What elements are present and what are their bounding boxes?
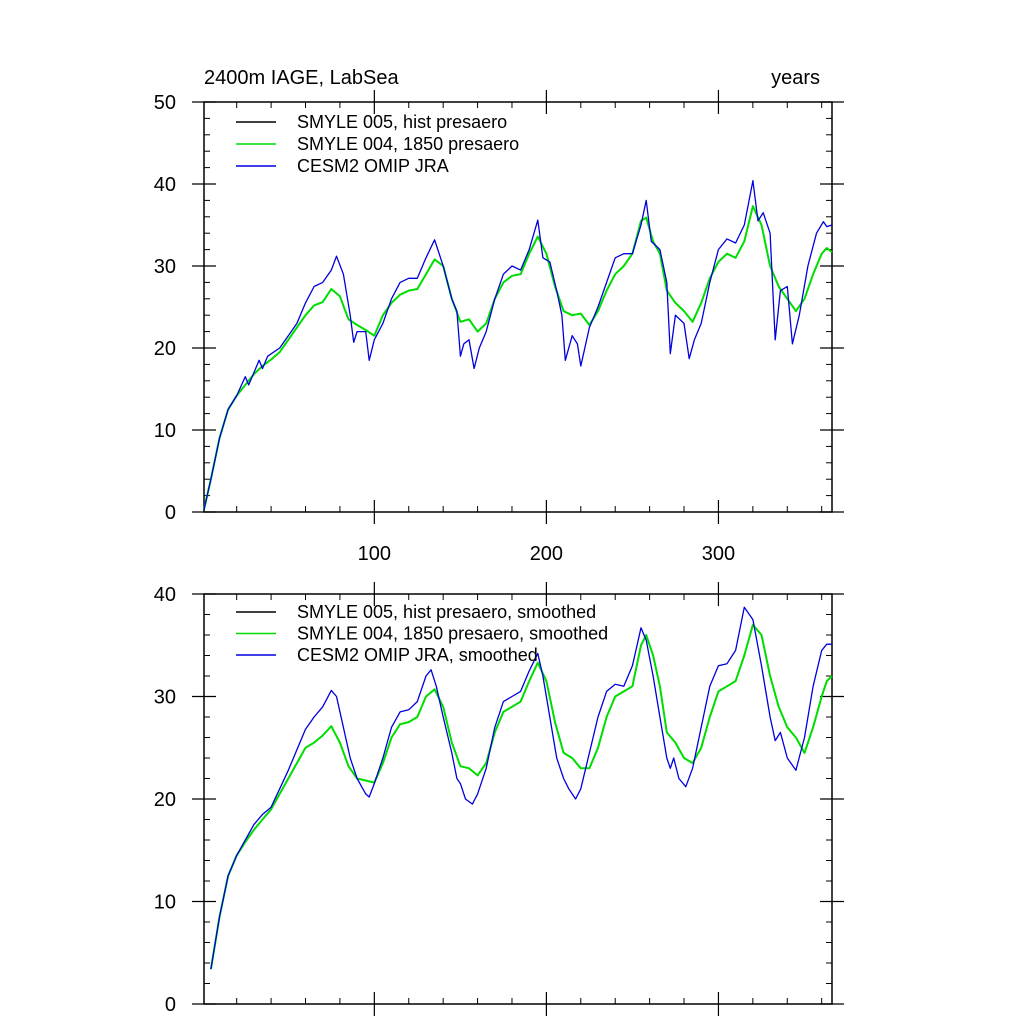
x-tick-label: 300 <box>702 543 735 565</box>
series-line-3 <box>210 606 832 970</box>
series-line-2 <box>209 623 833 970</box>
legend-label-1: SMYLE 005, hist presaero, smoothed <box>297 602 596 622</box>
y-tick-label: 10 <box>154 420 176 442</box>
legend-label-3: CESM2 OMIP JRA <box>297 156 449 176</box>
legend-label-2: SMYLE 004, 1850 presaero <box>297 134 519 154</box>
x-tick-label: 100 <box>358 543 391 565</box>
panel-bottom: 0 10 20 30 40 SMYLE 005, hist presaero, smoo… <box>154 582 844 1016</box>
legend-label-1: SMYLE 005, hist presaero <box>297 112 507 132</box>
chart-title-right: years <box>771 67 820 89</box>
y-tick-label: 0 <box>165 502 176 524</box>
series-line-1 <box>210 624 833 970</box>
panel-top: 2400m IAGE, LabSea years 100 200 300 0 10 20 3… <box>154 67 844 565</box>
legend-label-2: SMYLE 004, 1850 presaero, smoothed <box>297 624 608 644</box>
legend-label-3: CESM2 OMIP JRA, smoothed <box>297 645 538 665</box>
y-tick-label: 40 <box>154 174 176 196</box>
y-tick-label: 30 <box>154 687 176 709</box>
series-line-3 <box>203 180 833 510</box>
series-line-2 <box>203 205 833 510</box>
y-tick-label: 0 <box>165 994 176 1016</box>
y-tick-label: 30 <box>154 256 176 278</box>
chart-title-left: 2400m IAGE, LabSea <box>204 67 399 89</box>
y-tick-label: 10 <box>154 892 176 914</box>
y-tick-label: 20 <box>154 338 176 360</box>
y-tick-label: 20 <box>154 789 176 811</box>
y-tick-label: 50 <box>154 92 176 114</box>
x-tick-label: 200 <box>530 543 563 565</box>
plot-frame <box>203 101 833 513</box>
y-tick-label: 40 <box>154 584 176 606</box>
